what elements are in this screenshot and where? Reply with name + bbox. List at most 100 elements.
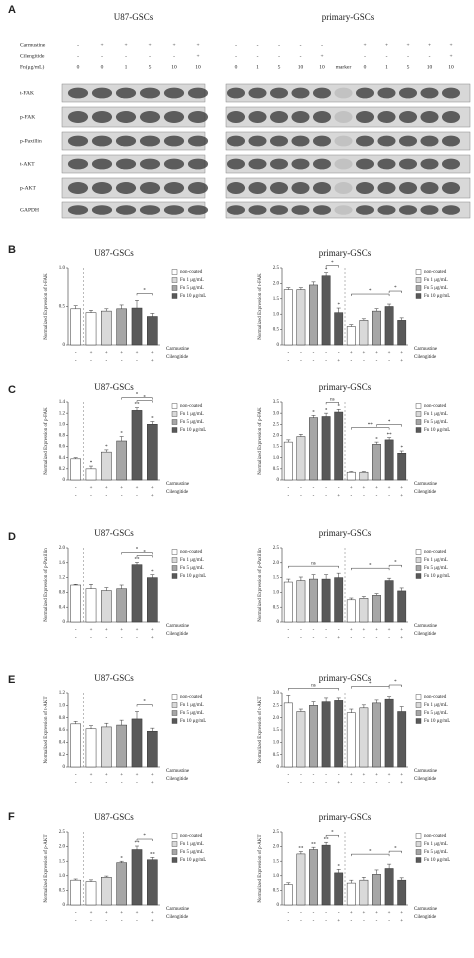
blot-condition: +	[363, 42, 366, 48]
blot-condition: +	[124, 42, 127, 48]
error-bar	[135, 300, 139, 309]
condition-sign: -	[325, 359, 327, 364]
condition-sign: +	[151, 494, 154, 499]
significance: *	[325, 408, 328, 413]
y-tick-label: 0	[63, 478, 66, 483]
condition-sign: -	[287, 486, 289, 491]
condition-sign: +	[120, 628, 123, 633]
chart-title: primary-GSCs	[319, 248, 372, 258]
bar	[346, 471, 356, 481]
y-tick-label: 0.4	[59, 740, 66, 745]
blot-band	[377, 87, 396, 99]
blot-condition: -	[386, 53, 388, 59]
y-tick-label: 0.6	[59, 445, 66, 450]
condition-sign: -	[300, 628, 302, 633]
condition-sign: +	[105, 773, 108, 778]
blot-band	[248, 87, 267, 99]
bar	[397, 711, 407, 768]
error-bar	[399, 450, 404, 454]
condition-sign: -	[313, 494, 315, 499]
condition-sign: +	[362, 351, 365, 356]
condition-sign: -	[136, 919, 138, 924]
bracket-label: *	[394, 286, 397, 291]
y-tick-label: 1.6	[59, 561, 66, 566]
significance: *	[105, 445, 108, 450]
blot-condition: -	[257, 42, 259, 48]
bar	[147, 424, 158, 481]
bracket-label: *	[369, 289, 372, 294]
condition-sign: -	[350, 494, 352, 499]
error-bar	[135, 562, 139, 565]
significance: **	[135, 403, 141, 408]
blot-band	[115, 87, 137, 99]
y-tick-label: 0.6	[59, 728, 66, 733]
bar	[346, 326, 356, 346]
condition-sign: -	[388, 919, 390, 924]
blot-band	[163, 158, 185, 170]
protein-label: t-AKT	[20, 161, 35, 167]
legend-swatch	[171, 841, 178, 847]
legend-swatch	[171, 403, 178, 409]
blot-condition: -	[278, 53, 280, 59]
legend-swatch	[415, 849, 422, 855]
chart-title: primary-GSCs	[319, 673, 372, 683]
condition-sign: -	[313, 919, 315, 924]
y-tick-label: 0.2	[59, 467, 66, 472]
chart-title: primary-GSCs	[319, 528, 372, 538]
error-bar	[298, 434, 303, 437]
blot-band	[187, 135, 209, 147]
condition-sign: -	[376, 494, 378, 499]
bracket-label: ns	[311, 561, 316, 566]
condition-sign: +	[375, 911, 378, 916]
condition-sign: -	[136, 494, 138, 499]
legend-swatch	[171, 411, 178, 417]
bar	[101, 590, 112, 623]
y-axis-label: Normalized Expression of p-Paxillin	[44, 548, 49, 622]
blot-band	[312, 111, 332, 123]
error-bar	[374, 699, 379, 703]
legend-label: Fn 10 μg/mL	[424, 294, 450, 299]
bar	[359, 707, 369, 768]
error-bar	[374, 593, 379, 596]
blot-band	[420, 111, 439, 123]
blot-band	[115, 111, 137, 123]
blot-title: primary-GSCs	[322, 12, 375, 22]
condition-sign: -	[105, 359, 107, 364]
condition-sign: -	[287, 494, 289, 499]
condition-sign: -	[121, 494, 123, 499]
condition-label: Carmustine	[166, 907, 190, 912]
condition-sign: +	[151, 486, 154, 491]
error-bar	[336, 307, 341, 313]
bracket	[351, 567, 390, 571]
panel-label: E	[8, 674, 15, 686]
condition-sign: -	[287, 919, 289, 924]
bar	[346, 712, 356, 768]
condition-sign: -	[300, 494, 302, 499]
error-bar	[374, 441, 379, 445]
blot-condition: -	[77, 53, 79, 59]
significance: **	[135, 558, 141, 563]
legend-label: Fn 1 μg/mL	[424, 703, 448, 708]
blot-band	[67, 182, 89, 194]
condition-sign: +	[151, 628, 154, 633]
blot-band	[334, 182, 353, 194]
bracket-label: *	[394, 560, 397, 565]
condition-sign: -	[136, 636, 138, 641]
blot-band	[139, 205, 161, 215]
condition-sign: +	[337, 919, 340, 924]
error-bar	[336, 697, 341, 701]
error-bar	[104, 308, 109, 312]
blot-band	[139, 135, 161, 147]
y-tick-label: 0.5	[59, 305, 66, 310]
blot-band	[398, 205, 418, 215]
bar	[147, 730, 158, 768]
blot-band	[441, 182, 461, 194]
bracket-label: ns	[330, 397, 335, 402]
condition-sign: +	[400, 636, 403, 641]
error-bar	[73, 584, 78, 585]
legend-swatch	[171, 833, 178, 839]
legend-swatch	[171, 694, 178, 700]
condition-sign: +	[350, 911, 353, 916]
blot-band	[441, 87, 461, 99]
blot-band	[187, 205, 209, 215]
